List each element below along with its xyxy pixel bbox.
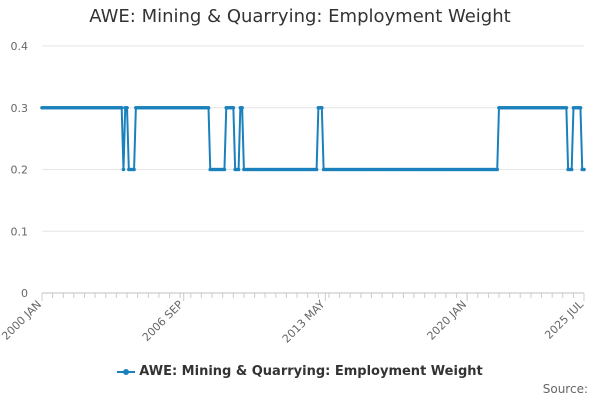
data-point — [569, 167, 574, 172]
data-point — [119, 105, 124, 110]
y-axis: 0 0.1 0.2 0.3 0.4 — [11, 40, 29, 300]
data-point — [314, 167, 319, 172]
y-tick-label: 0 — [21, 287, 28, 300]
x-tick-label: 2000 JAN — [0, 298, 44, 343]
chart-title: AWE: Mining & Quarrying: Employment Weig… — [89, 6, 511, 27]
y-tick-label: 0.1 — [11, 225, 29, 238]
data-point — [231, 105, 236, 110]
x-tick-label: 2025 JUL — [542, 297, 586, 341]
data-point — [564, 105, 569, 110]
x-tick-label: 2006 SEP — [140, 298, 186, 344]
source-label: Source: — [542, 382, 588, 396]
x-tick-label: 2020 JAN — [425, 298, 470, 343]
legend[interactable]: AWE: Mining & Quarrying: Employment Weig… — [0, 364, 600, 379]
data-point — [578, 105, 583, 110]
series — [40, 105, 586, 172]
data-point — [132, 167, 136, 172]
y-tick-label: 0.4 — [11, 40, 29, 53]
data-point — [320, 105, 324, 110]
y-tick-label: 0.3 — [11, 102, 29, 115]
x-tick-label: 2013 MAY — [280, 298, 328, 346]
series-line — [42, 106, 584, 171]
legend-line-icon — [117, 368, 136, 375]
data-point — [495, 167, 500, 172]
data-point — [222, 167, 227, 172]
data-point — [582, 167, 586, 172]
legend-label: AWE: Mining & Quarrying: Employment Weig… — [139, 364, 483, 379]
data-point — [240, 105, 244, 110]
data-point — [125, 105, 129, 110]
data-point — [236, 167, 241, 172]
y-tick-label: 0.2 — [11, 164, 29, 177]
data-point — [121, 167, 126, 172]
data-point — [206, 105, 211, 110]
x-axis: 2000 JAN 2006 SEP 2013 MAY 2020 JAN 2025 JUL — [0, 293, 587, 346]
